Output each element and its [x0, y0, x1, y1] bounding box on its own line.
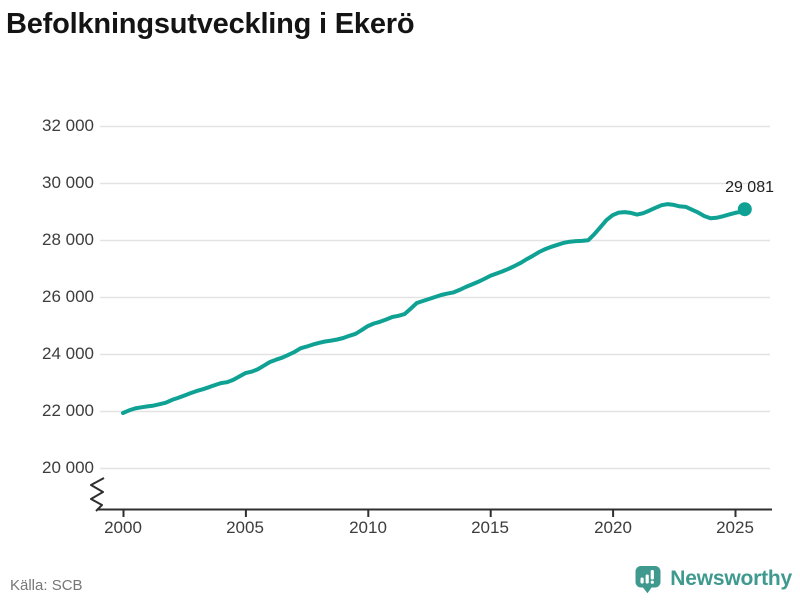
x-tick-label: 2020 — [594, 518, 632, 537]
x-tick-label: 2025 — [716, 518, 754, 537]
y-tick-label: 30 000 — [42, 173, 94, 192]
latest-value-dot — [737, 202, 752, 217]
newsworthy-logo[interactable]: Newsworthy — [633, 563, 792, 595]
x-tick-label: 2010 — [349, 518, 387, 537]
y-tick-label: 24 000 — [42, 344, 94, 363]
population-series-line — [121, 202, 747, 415]
x-tick-label: 2005 — [226, 518, 264, 537]
x-tick-label: 2000 — [104, 518, 142, 537]
y-tick-label: 26 000 — [42, 287, 94, 306]
y-tick-label: 22 000 — [42, 401, 94, 420]
source-attribution: Källa: SCB — [10, 577, 83, 594]
x-tick-label: 2015 — [471, 518, 509, 537]
newsworthy-wordmark: Newsworthy — [670, 567, 792, 590]
page-title: Befolkningsutveckling i Ekerö — [6, 8, 415, 40]
y-tick-label: 32 000 — [42, 116, 94, 135]
y-tick-label: 28 000 — [42, 230, 94, 249]
newsworthy-bars-icon — [633, 564, 663, 594]
latest-value-label: 29 081 — [725, 179, 774, 196]
y-tick-label: 20 000 — [42, 458, 94, 477]
y-axis-break-icon — [90, 477, 105, 512]
